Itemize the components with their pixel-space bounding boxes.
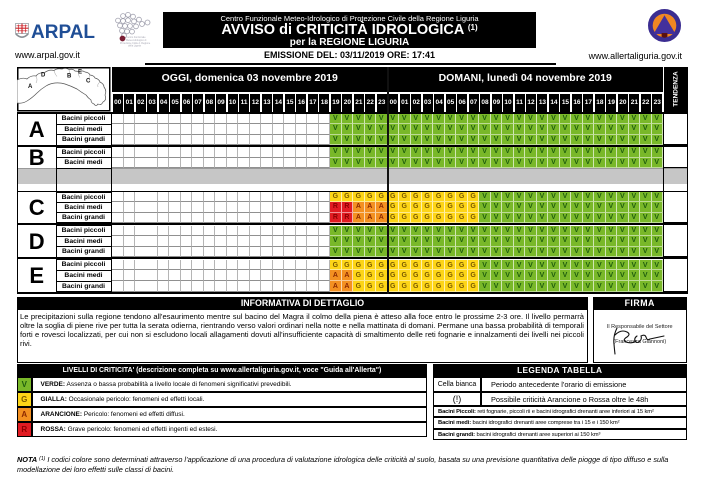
svg-text:A: A [28,84,33,90]
svg-text:B: B [67,74,72,80]
svg-text:C: C [86,79,91,85]
svg-text:Protezione Civile d. Regione: Protezione Civile d. Regione [120,42,151,45]
svg-text:Centro Funzionale: Centro Funzionale [126,36,146,39]
svg-text:Meteo-Idrologico di: Meteo-Idrologico di [126,39,147,42]
svg-text:D: D [41,73,46,79]
svg-text:E: E [78,70,82,76]
svg-text:della Liguria: della Liguria [128,45,142,48]
